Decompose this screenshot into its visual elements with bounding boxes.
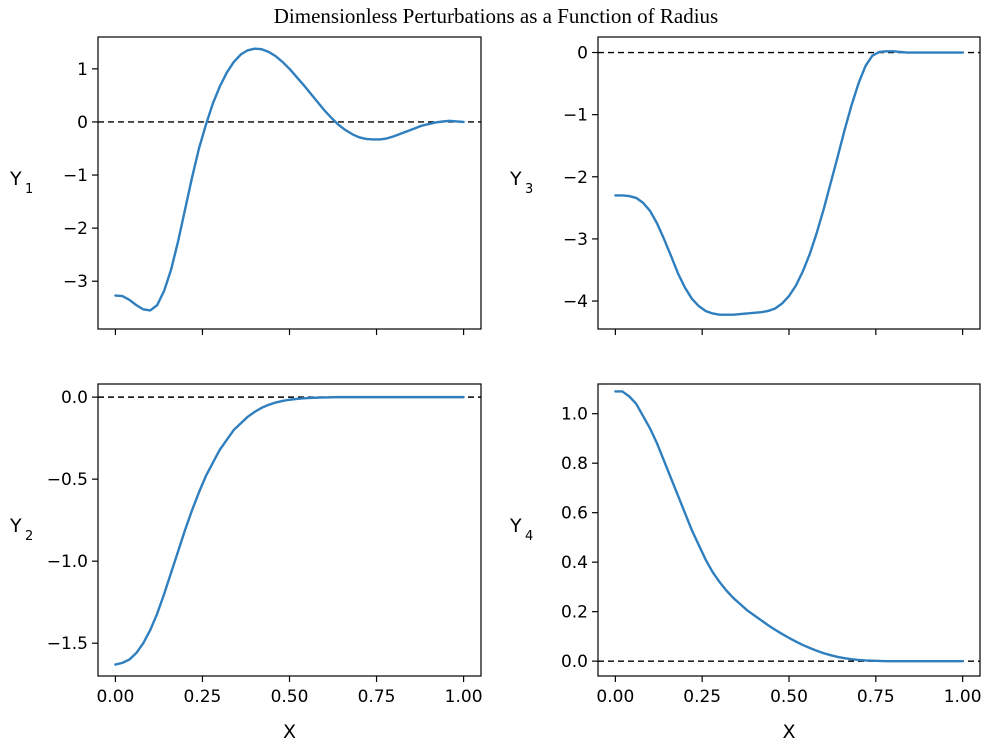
y1-ytick-label: −1 — [63, 166, 88, 186]
y2-ytick-label: −1.5 — [47, 634, 88, 654]
y4-ytick-label: 0.4 — [561, 553, 588, 573]
y4-axes-frame — [597, 383, 981, 677]
y2-ytick-label: −1.0 — [47, 552, 88, 572]
y4-ytick-label: 0.2 — [561, 603, 588, 623]
y3-series-line-0 — [614, 50, 964, 316]
y4-series-line-0 — [614, 390, 964, 663]
y2-xtick-label: 0.00 — [96, 687, 134, 707]
y4-xtick-label: 0.50 — [770, 687, 808, 707]
figure-title: Dimensionless Perturbations as a Functio… — [274, 4, 718, 28]
y2-ytick-label: 0.0 — [61, 388, 88, 408]
y3-axes-frame — [597, 36, 981, 330]
y2-xtick-label: 0.25 — [184, 687, 222, 707]
y2-xtick-label: 1.00 — [445, 687, 483, 707]
y1-ytick-label: 1 — [77, 60, 88, 80]
y2-ytick-label: −0.5 — [47, 470, 88, 490]
subplot-y3: 0 −1 −2 −3 −4 Y 3 — [509, 36, 981, 335]
y2-xtick-label: 0.50 — [271, 687, 309, 707]
y3-ytick-label: −1 — [563, 106, 588, 126]
subplot-y4: 1.0 0.8 0.6 0.4 0.2 0.0 0.00 0.25 0.50 0.75 1.00 Y 4… — [509, 383, 982, 743]
y3-ytick-label: −2 — [563, 168, 588, 188]
y3-ylabel: Y — [509, 168, 522, 190]
y1-series-line-0 — [114, 47, 465, 312]
y1-ytick-label: 0 — [77, 113, 88, 133]
y1-ytick-label: −3 — [63, 272, 88, 292]
y3-ylabel-subscript: 3 — [525, 182, 533, 197]
y3-ytick-label: −4 — [563, 292, 588, 312]
y4-ytick-label: 0.0 — [561, 652, 588, 672]
y4-xtick-label: 0.25 — [683, 687, 721, 707]
y2-ylabel: Y — [9, 515, 22, 537]
subplot-y2: 0.0 −0.5 −1.0 −1.5 0.00 0.25 0.50 0.75 1.00 Y 2 X — [9, 383, 483, 743]
y4-xtick-label: 1.00 — [944, 687, 982, 707]
y1-axes-frame — [97, 36, 482, 330]
y3-ytick-label: 0 — [577, 44, 588, 64]
y2-xlabel: X — [283, 721, 296, 743]
y2-series-line-0 — [114, 395, 465, 666]
y2-xtick-label: 0.75 — [358, 687, 396, 707]
y4-xtick-label: 0.00 — [596, 687, 634, 707]
y4-ytick-label: 0.8 — [561, 454, 588, 474]
y2-axes-frame — [97, 383, 482, 677]
y4-xlabel: X — [782, 721, 795, 743]
y2-ylabel-subscript: 2 — [25, 529, 33, 544]
y4-xtick-label: 0.75 — [857, 687, 895, 707]
y4-ytick-label: 0.6 — [561, 504, 588, 524]
y1-ylabel-subscript: 1 — [25, 182, 33, 197]
y3-ytick-label: −3 — [563, 230, 588, 250]
y4-ylabel: Y — [509, 515, 522, 537]
y4-ytick-label: 1.0 — [561, 405, 588, 425]
y1-ylabel: Y — [9, 168, 22, 190]
y4-ylabel-subscript: 4 — [525, 529, 533, 544]
subplot-y1: 10−1−2−3Y 1 — [9, 36, 482, 335]
y1-ytick-label: −2 — [63, 219, 88, 239]
